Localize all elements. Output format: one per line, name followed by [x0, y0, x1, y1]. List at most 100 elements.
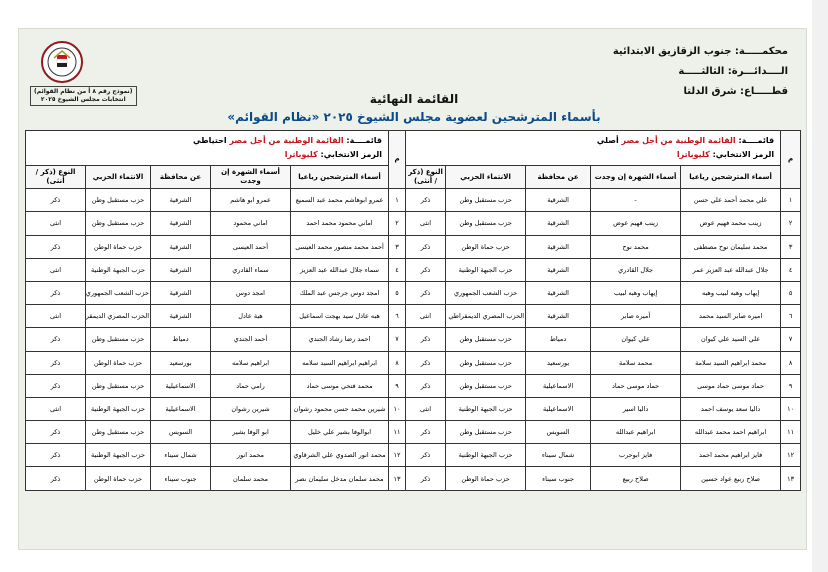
- cell: امجد دوس جرجس عبد الملك: [290, 280, 390, 306]
- cell: ٣: [780, 234, 802, 259]
- cell: جنوب سيناء: [525, 466, 592, 491]
- column-header: أسماء المترشحين رباعيا: [680, 164, 782, 190]
- cell: ذكر: [405, 373, 447, 398]
- cell: فايز ابوحرب: [590, 443, 682, 468]
- cell: علي محمد أحمد علي حسن: [680, 188, 782, 213]
- data-row: ١٢ فايز ابراهيم محمد احمد فايز ابوحرب شمال …: [24, 443, 802, 468]
- data-row: ٢ زينب محمد فهيم عوض زينب فهيم عوض الشرقية ح…: [24, 211, 802, 236]
- cell: شيرين رشوان: [210, 396, 292, 422]
- cell: ذكر: [405, 420, 447, 445]
- cell: فايز ابراهيم محمد احمد: [680, 443, 782, 468]
- cell: الاسماعيلية: [525, 396, 592, 422]
- data-row: ٨ محمد ابراهيم السيد سلامة محمد سلامة بورسع…: [24, 350, 802, 375]
- cell: محمد سلامة: [590, 350, 682, 375]
- symbol-label: الرمز الانتخابي:: [712, 150, 775, 159]
- cell: ذكر: [405, 188, 447, 213]
- cell: الحزب المصري الديمقراطي الاجتماعي: [445, 304, 527, 329]
- cell: انثى: [24, 304, 87, 329]
- symbol-label: الرمز الانتخابي:: [320, 150, 383, 159]
- cell: الشرقية: [150, 257, 212, 282]
- cell: محمد سليمان نوح مصطفى: [680, 234, 782, 259]
- cell: ١١: [388, 420, 407, 445]
- cell: ٩: [780, 373, 802, 398]
- cell: ذكر: [24, 443, 87, 468]
- list-header-row: م قائمــــة: القائمة الوطنية من أجل مصر أ…: [24, 129, 802, 190]
- cell: عمرو ابو هاشم: [210, 188, 292, 213]
- cell: حزب مستقبل وطن: [85, 188, 152, 213]
- cell: ٤: [388, 257, 407, 282]
- list-name: القائمة الوطنية من أجل مصر: [621, 136, 736, 145]
- cell: دمياط: [525, 327, 592, 352]
- cell: الشرقية: [525, 188, 592, 213]
- cell: شمال سيناء: [150, 443, 212, 468]
- cell: محمد ابراهيم السيد سلامة: [680, 350, 782, 375]
- cell: حزب الجبهة الوطنية: [445, 396, 527, 422]
- cell: ١٣: [780, 466, 802, 491]
- sector: قطـــــاع: شرق الدلتا: [683, 86, 788, 97]
- cell: حزب مستقبل وطن: [445, 420, 527, 445]
- cell: الشرقية: [150, 234, 212, 259]
- list-header: قائمــــة: القائمة الوطنية من أجل مصر اح…: [24, 130, 390, 166]
- cell: محمد سلمان: [210, 466, 292, 491]
- symbol-line: الرمز الانتخابي: كليوباترا: [27, 148, 382, 162]
- cell: ذكر: [24, 327, 87, 352]
- cell: ١: [780, 188, 802, 213]
- form-note-line: (نموذج رقم ٨ أ من نظام القوائم): [34, 88, 133, 95]
- data-row: ١١ ابراهيم احمد محمد عبدالله ابراهيم عبدال…: [24, 420, 802, 445]
- cell: ١١: [780, 420, 802, 445]
- cell: انثى: [24, 396, 87, 422]
- cell: داليا اسير: [590, 396, 682, 422]
- cell: ٩: [388, 373, 407, 398]
- cell: الشرقية: [150, 304, 212, 329]
- subtitle: بأسماء المترشحين لعضوية مجلس الشيوخ ٢٠٢٥…: [227, 110, 601, 124]
- cell: ابراهيم احمد محمد عبدالله: [680, 420, 782, 445]
- cell: ذكر: [24, 466, 87, 491]
- cell: ١٢: [388, 443, 407, 468]
- cell: السويس: [525, 420, 592, 445]
- cell: انثى: [405, 396, 447, 422]
- cell: ذكر: [405, 280, 447, 306]
- list-type: احتياطي: [192, 136, 227, 145]
- scrollbar: [812, 0, 828, 572]
- cell: بورسعيد: [525, 350, 592, 375]
- list-header: قائمــــة: القائمة الوطنية من أجل مصر أص…: [405, 130, 782, 166]
- candidates-table: م قائمــــة: القائمة الوطنية من أجل مصر أ…: [24, 129, 802, 491]
- cell: ابوالوفا بشير علي خليل: [290, 420, 390, 445]
- cell: حزب مستقبل وطن: [445, 211, 527, 236]
- cell: الشرقية: [525, 211, 592, 236]
- logo: [41, 41, 83, 83]
- list-name: القائمة الوطنية من أجل مصر: [229, 136, 344, 145]
- cell: -: [590, 188, 682, 213]
- title: القائمة النهائية: [369, 92, 459, 106]
- symbol: كليوباترا: [676, 150, 710, 159]
- cell: إيهاب وهبه لبيب: [590, 280, 682, 306]
- court: محكمـــــة: جنوب الزقازيق الابتدائية: [612, 46, 788, 57]
- cell: امجد دوس: [210, 280, 292, 306]
- cell: محمد انور الصدوي علي الشرقاوي: [290, 443, 390, 468]
- list-label: قائمــــة:: [346, 136, 383, 145]
- cell: ابراهيم ابراهيم السيد سلامه: [290, 350, 390, 375]
- column-header: النوع (ذكر / أنثى): [405, 164, 447, 190]
- column-header: م: [780, 129, 802, 190]
- cell: ٧: [388, 327, 407, 352]
- cell: اميره صابر السيد محمد: [680, 304, 782, 329]
- cell: الشرقية: [525, 280, 592, 306]
- cell: علي السيد علي كيوان: [680, 327, 782, 352]
- cell: سماء القادري: [210, 257, 292, 282]
- data-row: ٩ حماد موسى حماد موسى حماد موسى حماد الاسما…: [24, 373, 802, 398]
- column-header: الانتماء الحزبي: [445, 164, 527, 190]
- cell: ٣: [388, 234, 407, 259]
- cell: حزب مستقبل وطن: [445, 373, 527, 398]
- cell: صلاح ربيع: [590, 466, 682, 491]
- column-header: أسماء الشهرة إن وجدت: [590, 164, 682, 190]
- cell: ٢: [780, 211, 802, 236]
- cell: ذكر: [24, 350, 87, 375]
- cell: حماد موسى حماد: [590, 373, 682, 398]
- cell: رامي حماد: [210, 373, 292, 398]
- data-row: ١٠ داليا سعد يوسف احمد داليا اسير الاسماعيل…: [24, 396, 802, 422]
- cell: انثى: [24, 257, 87, 282]
- cell: الاسماعيلية: [150, 396, 212, 422]
- cell: انثى: [24, 211, 87, 236]
- cell: الاسماعيلية: [150, 373, 212, 398]
